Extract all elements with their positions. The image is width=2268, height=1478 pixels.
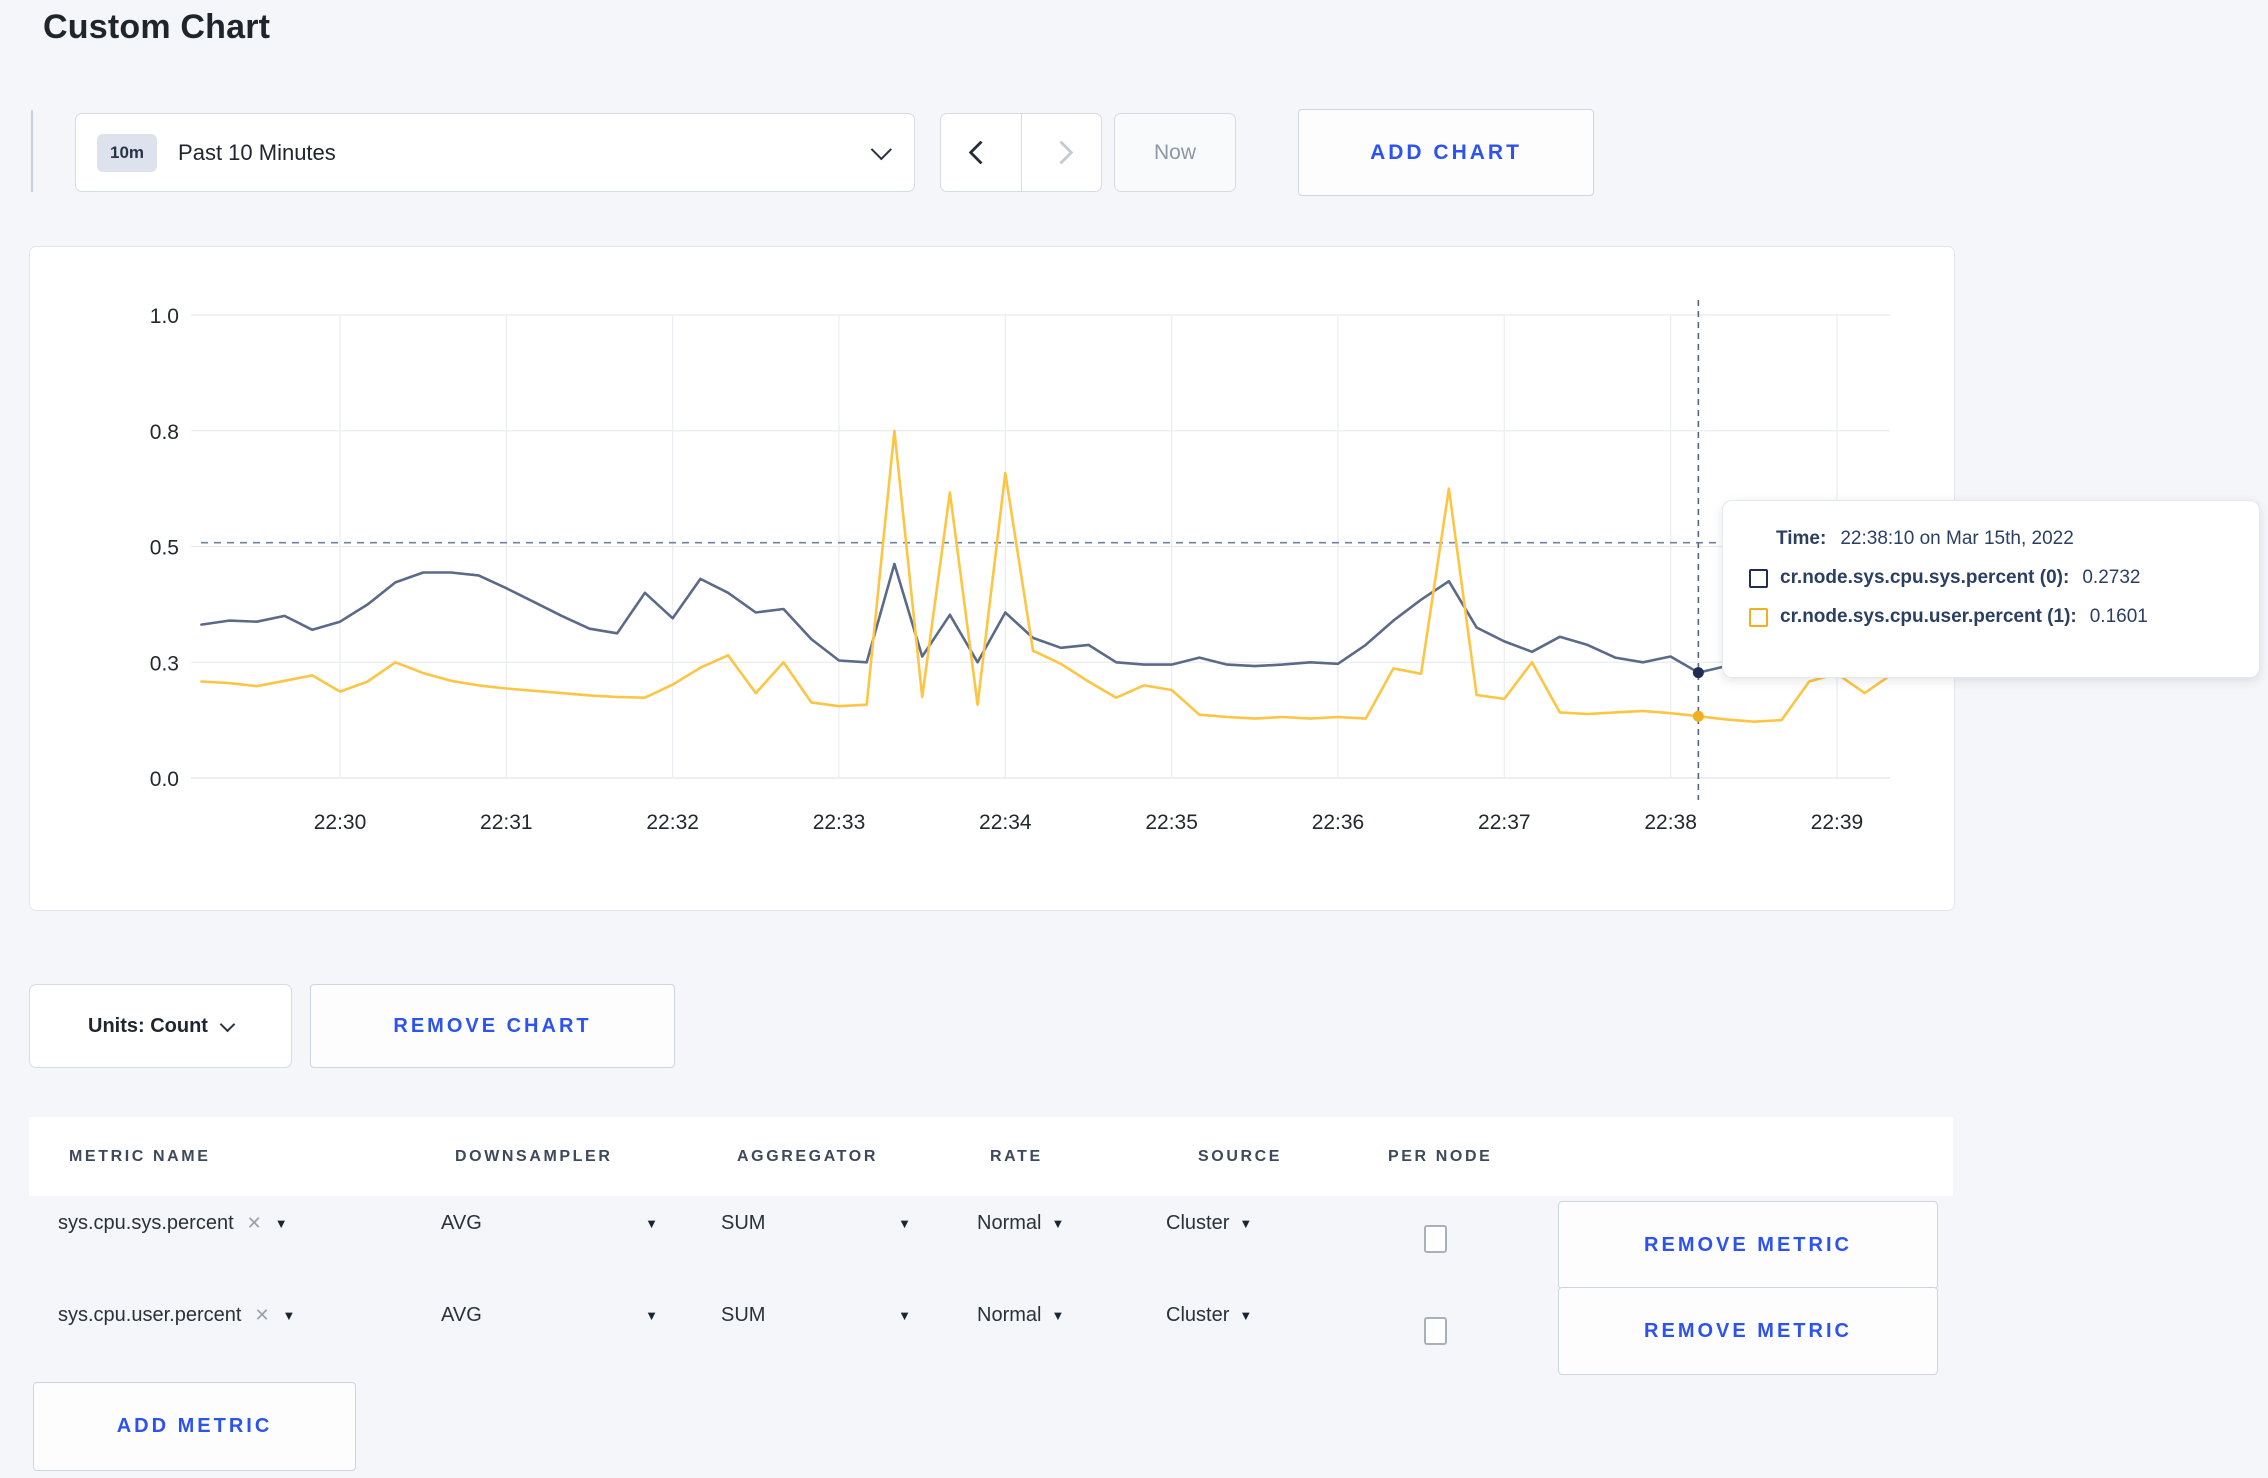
step-back-button[interactable] — [941, 114, 1022, 191]
col-header-per-node: PER NODE — [1388, 1148, 1493, 1165]
per-node-checkbox[interactable] — [1424, 1225, 1447, 1253]
remove-metric-button[interactable]: REMOVE METRIC — [1558, 1287, 1938, 1375]
series-line — [200, 429, 1894, 724]
dropdown-arrow-icon: ▼ — [282, 1308, 296, 1323]
time-window-badge: 10m — [97, 133, 158, 172]
dropdown-arrow-icon: ▼ — [1239, 1216, 1253, 1231]
source-select[interactable]: Cluster ▼ — [1166, 1304, 1252, 1327]
metric-name-dropdown[interactable]: sys.cpu.sys.percent ✕ ▼ — [58, 1212, 288, 1235]
tooltip-time-label: Time: — [1776, 528, 1827, 549]
cpu-percent-line-chart[interactable]: 0.0 0.3 0.5 0.8 1.0 22:30 22:31 22:32 22:33 22:34… — [29, 246, 1953, 909]
tooltip-series-value: 0.2732 — [2082, 567, 2141, 588]
dropdown-arrow-icon: ▼ — [1051, 1308, 1065, 1323]
chevron-left-icon — [968, 140, 993, 165]
page-title: Custom Chart — [43, 8, 271, 46]
source-value: Cluster — [1166, 1212, 1230, 1234]
x-axis-tick-label: 22:38 — [1644, 811, 1697, 834]
x-axis-tick-label: 22:30 — [314, 811, 367, 834]
table-row: sys.cpu.sys.percent ✕ ▼ AVG ▼ SUM ▼ Norm… — [0, 1212, 1953, 1268]
tooltip-series-value: 0.1601 — [2089, 606, 2148, 627]
chevron-down-icon — [219, 1016, 236, 1032]
x-axis-tick-label: 22:32 — [646, 811, 699, 834]
clear-metric-icon[interactable]: ✕ — [254, 1305, 270, 1325]
rate-select[interactable]: Normal ▼ — [977, 1304, 1064, 1327]
dropdown-arrow-icon: ▼ — [645, 1308, 658, 1323]
toolbar-divider — [31, 110, 33, 192]
downsampler-select[interactable]: AVG ▼ — [441, 1212, 658, 1235]
col-header-downsampler: DOWNSAMPLER — [455, 1148, 613, 1165]
downsampler-value: AVG — [441, 1212, 482, 1234]
units-dropdown[interactable]: Units: Count — [29, 984, 292, 1068]
remove-chart-button[interactable]: REMOVE CHART — [310, 984, 675, 1068]
add-metric-button[interactable]: ADD METRIC — [33, 1382, 356, 1471]
col-header-rate: RATE — [990, 1148, 1043, 1165]
clear-metric-icon[interactable]: ✕ — [246, 1213, 262, 1233]
units-label: Units: Count — [88, 1014, 208, 1037]
tooltip-series-label: cr.node.sys.cpu.sys.percent (0): — [1780, 567, 2070, 588]
x-axis-tick-label: 22:39 — [1811, 811, 1864, 834]
dropdown-arrow-icon: ▼ — [1239, 1308, 1253, 1323]
series-swatch-icon — [1749, 568, 1768, 588]
tooltip-series-label: cr.node.sys.cpu.user.percent (1): — [1780, 606, 2077, 627]
time-window-label: Past 10 Minutes — [178, 139, 336, 165]
y-axis-tick-label: 0.3 — [150, 652, 179, 675]
aggregator-select[interactable]: SUM ▼ — [721, 1304, 911, 1327]
per-node-checkbox[interactable] — [1424, 1317, 1447, 1345]
y-axis-tick-label: 0.5 — [150, 537, 179, 560]
add-chart-button[interactable]: ADD CHART — [1298, 109, 1594, 196]
x-axis-tick-label: 22:31 — [480, 811, 533, 834]
time-window-dropdown[interactable]: 10m Past 10 Minutes — [75, 113, 915, 192]
downsampler-select[interactable]: AVG ▼ — [441, 1304, 658, 1327]
metric-name-dropdown[interactable]: sys.cpu.user.percent ✕ ▼ — [58, 1304, 295, 1327]
x-axis-tick-label: 22:36 — [1312, 811, 1365, 834]
aggregator-value: SUM — [721, 1212, 766, 1234]
series-swatch-icon — [1749, 607, 1768, 627]
rate-select[interactable]: Normal ▼ — [977, 1212, 1064, 1235]
time-step-group — [940, 113, 1102, 192]
tooltip-series-row: cr.node.sys.cpu.sys.percent (0): 0.2732 — [1749, 567, 2235, 589]
source-value: Cluster — [1166, 1304, 1230, 1326]
y-axis-tick-label: 1.0 — [150, 305, 179, 328]
tooltip-series-row: cr.node.sys.cpu.user.percent (1): 0.1601 — [1749, 606, 2235, 628]
table-row: sys.cpu.user.percent ✕ ▼ AVG ▼ SUM ▼ Nor… — [0, 1304, 1953, 1360]
y-axis-tick-label: 0.0 — [150, 768, 179, 791]
col-header-metric-name: METRIC NAME — [69, 1148, 211, 1165]
y-axis-tick-label: 0.8 — [150, 421, 179, 444]
tooltip-time-value: 22:38:10 on Mar 15th, 2022 — [1840, 528, 2074, 549]
hover-point-dot — [1692, 667, 1704, 679]
aggregator-value: SUM — [721, 1304, 766, 1326]
downsampler-value: AVG — [441, 1304, 482, 1326]
chevron-right-icon — [1049, 140, 1074, 165]
dropdown-arrow-icon: ▼ — [645, 1216, 658, 1231]
dropdown-arrow-icon: ▼ — [898, 1308, 911, 1323]
x-axis-tick-label: 22:35 — [1145, 811, 1198, 834]
metric-name-value: sys.cpu.user.percent — [58, 1304, 242, 1326]
dropdown-arrow-icon: ▼ — [1051, 1216, 1065, 1231]
metric-name-value: sys.cpu.sys.percent — [58, 1212, 234, 1234]
rate-value: Normal — [977, 1304, 1042, 1326]
x-axis-tick-label: 22:37 — [1478, 811, 1531, 834]
aggregator-select[interactable]: SUM ▼ — [721, 1212, 911, 1235]
series-line — [200, 562, 1894, 674]
rate-value: Normal — [977, 1212, 1042, 1234]
dropdown-arrow-icon: ▼ — [898, 1216, 911, 1231]
x-axis-tick-label: 22:33 — [813, 811, 866, 834]
col-header-source: SOURCE — [1198, 1148, 1283, 1165]
x-axis-tick-label: 22:34 — [979, 811, 1032, 834]
source-select[interactable]: Cluster ▼ — [1166, 1212, 1252, 1235]
step-forward-button[interactable] — [1022, 114, 1102, 191]
tooltip-time-row: Time: 22:38:10 on Mar 15th, 2022 — [1776, 528, 2235, 550]
hover-point-dot — [1692, 710, 1704, 722]
col-header-aggregator: AGGREGATOR — [737, 1148, 878, 1165]
chart-hover-tooltip: Time: 22:38:10 on Mar 15th, 2022 cr.node… — [1722, 500, 2260, 678]
dropdown-arrow-icon: ▼ — [274, 1216, 288, 1231]
remove-metric-button[interactable]: REMOVE METRIC — [1558, 1201, 1938, 1289]
chevron-down-icon — [870, 139, 892, 161]
metrics-table-header — [29, 1117, 1953, 1196]
now-button[interactable]: Now — [1114, 113, 1236, 192]
